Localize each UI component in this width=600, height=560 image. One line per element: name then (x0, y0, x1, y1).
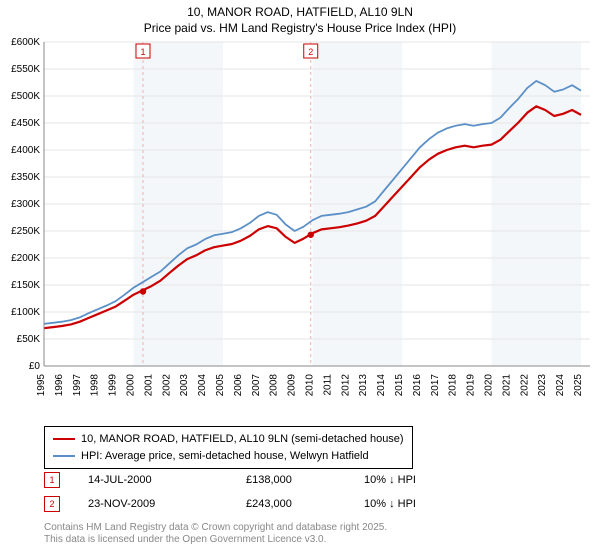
legend-swatch-hpi (53, 455, 75, 457)
svg-text:2013: 2013 (358, 374, 369, 397)
svg-text:£250K: £250K (11, 226, 40, 237)
svg-text:2006: 2006 (233, 374, 244, 397)
sale-row-2: 2 23-NOV-2009 £243,000 10% ↓ HPI (44, 496, 416, 512)
svg-text:2023: 2023 (537, 374, 548, 397)
svg-text:£550K: £550K (11, 64, 40, 75)
svg-text:2009: 2009 (287, 374, 298, 397)
svg-text:2011: 2011 (322, 374, 333, 396)
svg-text:2017: 2017 (430, 374, 441, 397)
svg-text:1995: 1995 (36, 374, 47, 397)
sale-marker-2-icon: 2 (44, 496, 60, 512)
sale-price-2: £243,000 (246, 498, 336, 510)
svg-text:2018: 2018 (448, 374, 459, 397)
title-line-2: Price paid vs. HM Land Registry's House … (144, 21, 456, 35)
svg-text:2024: 2024 (555, 374, 566, 397)
sale-date-1: 14-JUL-2000 (88, 474, 218, 486)
legend-box: 10, MANOR ROAD, HATFIELD, AL10 9LN (semi… (44, 426, 413, 469)
svg-text:2012: 2012 (340, 374, 351, 397)
legend-item-hpi: HPI: Average price, semi-detached house,… (53, 448, 404, 465)
svg-text:2019: 2019 (466, 374, 477, 397)
svg-text:£600K: £600K (11, 37, 40, 48)
svg-text:£150K: £150K (11, 280, 40, 291)
price-chart: £0 £50K £100K £150K £200K £250K £300K £350K £400… (0, 36, 600, 416)
svg-text:£0: £0 (29, 361, 41, 372)
chart-title: 10, MANOR ROAD, HATFIELD, AL10 9LN Price… (0, 0, 600, 36)
svg-text:2016: 2016 (412, 374, 423, 397)
footer-line-1: Contains HM Land Registry data © Crown c… (44, 522, 387, 533)
svg-text:£100K: £100K (11, 307, 40, 318)
sale-marker-1-icon: 1 (44, 472, 60, 488)
svg-text:£350K: £350K (11, 172, 40, 183)
chart-container: 10, MANOR ROAD, HATFIELD, AL10 9LN Price… (0, 0, 600, 560)
sale-delta-1: 10% ↓ HPI (364, 474, 416, 486)
svg-text:1997: 1997 (72, 374, 83, 397)
svg-text:2025: 2025 (573, 374, 584, 397)
svg-text:1999: 1999 (108, 374, 119, 397)
svg-text:1: 1 (140, 47, 145, 57)
sale-price-1: £138,000 (246, 474, 336, 486)
svg-text:1996: 1996 (54, 374, 65, 397)
svg-text:2008: 2008 (269, 374, 280, 397)
sale-row-1: 1 14-JUL-2000 £138,000 10% ↓ HPI (44, 472, 416, 488)
legend-item-price-paid: 10, MANOR ROAD, HATFIELD, AL10 9LN (semi… (53, 431, 404, 448)
svg-text:2001: 2001 (143, 374, 154, 397)
legend-label-price-paid: 10, MANOR ROAD, HATFIELD, AL10 9LN (semi… (81, 431, 404, 448)
svg-text:£200K: £200K (11, 253, 40, 264)
svg-text:2020: 2020 (484, 374, 495, 397)
svg-text:2: 2 (308, 47, 313, 57)
svg-text:2002: 2002 (161, 374, 172, 397)
svg-text:2007: 2007 (251, 374, 262, 397)
svg-text:£50K: £50K (17, 334, 41, 345)
svg-text:2021: 2021 (501, 374, 512, 397)
svg-text:£300K: £300K (11, 199, 40, 210)
title-line-1: 10, MANOR ROAD, HATFIELD, AL10 9LN (187, 5, 413, 19)
footer-attribution: Contains HM Land Registry data © Crown c… (44, 522, 387, 546)
svg-text:£450K: £450K (11, 118, 40, 129)
svg-text:2014: 2014 (376, 374, 387, 397)
legend-swatch-price-paid (53, 438, 75, 440)
sale-delta-2: 10% ↓ HPI (364, 498, 416, 510)
svg-text:2003: 2003 (179, 374, 190, 397)
svg-text:2004: 2004 (197, 374, 208, 397)
svg-text:£400K: £400K (11, 145, 40, 156)
svg-text:2005: 2005 (215, 374, 226, 397)
footer-line-2: This data is licensed under the Open Gov… (44, 534, 326, 545)
svg-text:£500K: £500K (11, 91, 40, 102)
svg-text:2000: 2000 (126, 374, 137, 397)
legend-label-hpi: HPI: Average price, semi-detached house,… (81, 448, 369, 465)
svg-text:2015: 2015 (394, 374, 405, 397)
svg-text:2010: 2010 (305, 374, 316, 397)
svg-text:1998: 1998 (90, 374, 101, 397)
sale-date-2: 23-NOV-2009 (88, 498, 218, 510)
svg-text:2022: 2022 (519, 374, 530, 397)
